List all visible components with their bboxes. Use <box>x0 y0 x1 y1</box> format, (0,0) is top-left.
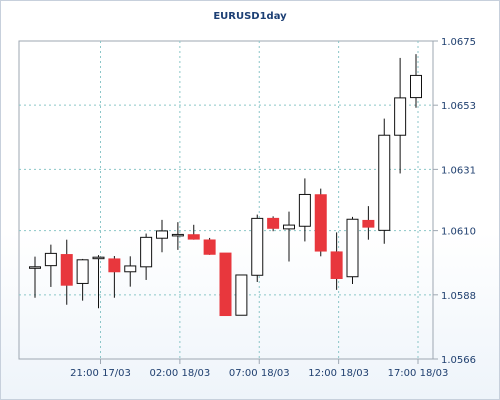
y-tick-label: 1.0588 <box>441 291 476 302</box>
y-tick-label: 1.0566 <box>441 355 476 366</box>
candle-body <box>92 256 105 260</box>
candle-body <box>60 254 73 286</box>
y-tick-label: 1.0631 <box>441 165 476 176</box>
x-tick-label: 02:00 18/03 <box>149 368 210 379</box>
candle-body <box>187 234 200 240</box>
x-tick-label: 07:00 18/03 <box>229 368 290 379</box>
candle-body <box>44 252 57 267</box>
candle-body <box>298 193 311 227</box>
candle-body <box>314 194 327 252</box>
candle-body <box>394 97 407 136</box>
candle-body <box>410 74 422 99</box>
y-tick-label: 1.0675 <box>441 37 476 48</box>
chart-title: EURUSD1day <box>213 11 287 22</box>
candle-body <box>251 217 264 276</box>
candle-body <box>124 265 137 273</box>
plot-area <box>18 40 434 360</box>
x-tick-label: 12:00 18/03 <box>308 368 369 379</box>
y-tick-label: 1.0610 <box>441 227 476 238</box>
candle-body <box>267 217 280 229</box>
candle-body <box>140 236 153 268</box>
candle-body <box>156 230 168 239</box>
candle-body <box>219 252 232 317</box>
candle-body <box>171 233 184 237</box>
candle-body <box>346 218 359 278</box>
candle-body <box>203 239 216 255</box>
y-tick-label: 1.0653 <box>441 101 476 112</box>
x-tick-label: 17:00 18/03 <box>388 368 449 379</box>
candle-body <box>330 251 343 279</box>
candle-body <box>378 134 391 231</box>
x-tick-label: 21:00 17/03 <box>70 368 131 379</box>
candle-body <box>235 274 248 316</box>
candle-body <box>108 258 121 273</box>
candle-body <box>362 219 375 228</box>
candle-body <box>283 224 295 230</box>
candle-body <box>29 266 41 269</box>
candle-body <box>76 259 89 284</box>
